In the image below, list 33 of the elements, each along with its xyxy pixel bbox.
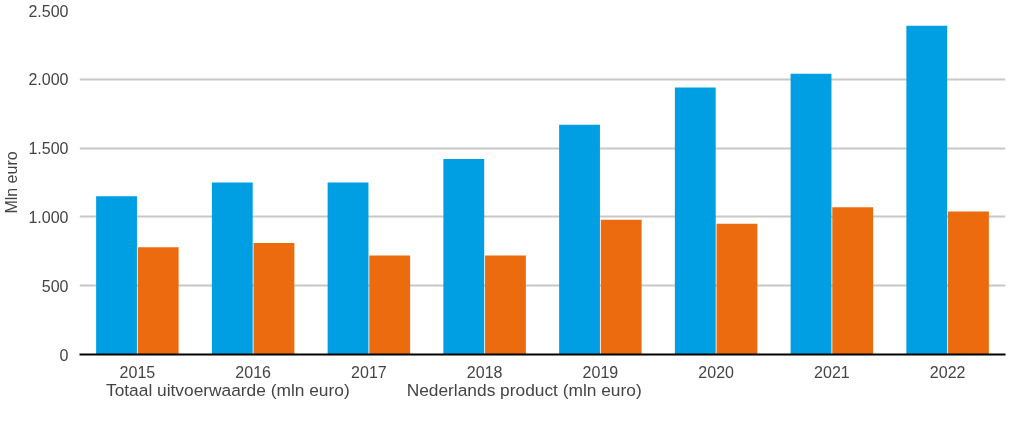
- bar: [790, 73, 832, 355]
- series-label: Nederlands product (mln euro): [406, 380, 642, 401]
- x-tick-label: 2015: [119, 363, 156, 381]
- bar: [253, 243, 295, 355]
- bar: [716, 223, 758, 355]
- y-tick-label: 0: [59, 346, 69, 364]
- bar: [559, 124, 600, 355]
- y-tick-label: 1.500: [28, 140, 69, 158]
- y-tick-label: 500: [41, 277, 69, 295]
- bar: [211, 182, 253, 355]
- bar: [443, 159, 485, 355]
- x-tick-label: 2021: [814, 363, 850, 381]
- y-axis-title: Mln euro: [3, 151, 21, 214]
- x-tick-label: 2017: [351, 363, 387, 381]
- x-tick-label: 2022: [929, 363, 966, 381]
- y-tick-label: 2.500: [28, 2, 69, 20]
- x-tick-label: 2018: [466, 363, 503, 381]
- bar: [600, 219, 642, 355]
- x-tick-label: 2020: [698, 363, 735, 381]
- bar: [327, 182, 369, 355]
- x-tick-label: 2019: [582, 363, 619, 381]
- bar: [832, 207, 874, 355]
- y-tick-label: 2.000: [28, 71, 69, 89]
- bar: [906, 25, 948, 355]
- bar: [674, 87, 716, 355]
- bar: [948, 211, 989, 355]
- series-label: Totaal uitvoerwaarde (mln euro): [106, 380, 350, 401]
- bar: [137, 247, 179, 355]
- bar: [96, 196, 137, 355]
- bar: [369, 255, 411, 355]
- bar: [485, 255, 526, 355]
- x-tick-label: 2016: [235, 363, 272, 381]
- y-tick-label: 1.000: [28, 208, 69, 226]
